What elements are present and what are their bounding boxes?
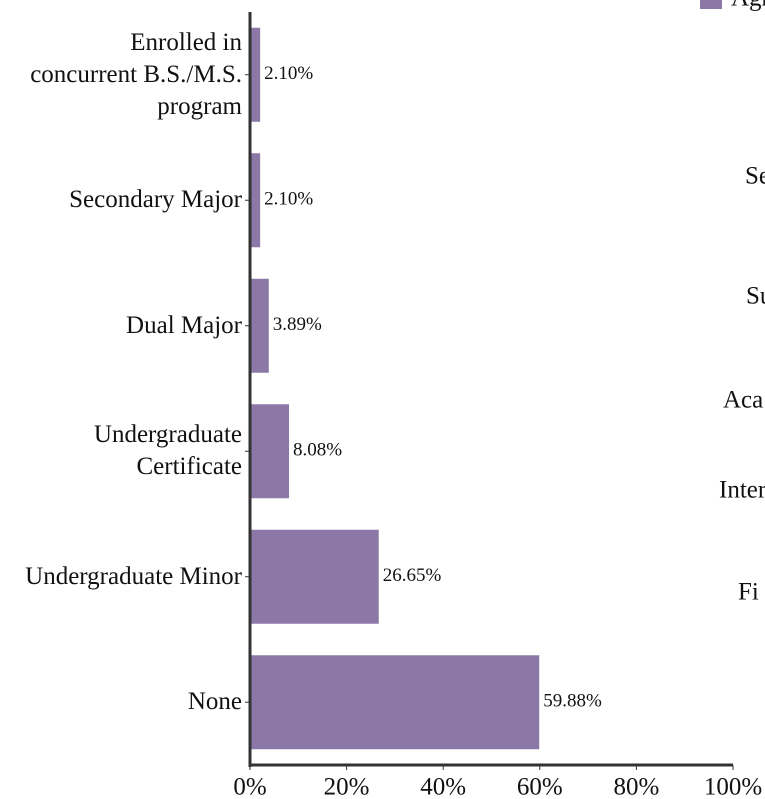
x-tick-label: 80% bbox=[613, 774, 659, 799]
neighbor-label: Se bbox=[745, 163, 765, 190]
neighbor-label: Inter bbox=[719, 477, 765, 504]
bar bbox=[250, 529, 379, 624]
category-label: None bbox=[187, 688, 242, 716]
neighbor-label: Su bbox=[746, 283, 765, 310]
bar bbox=[250, 404, 290, 499]
x-tick-label: 0% bbox=[233, 774, 266, 799]
bar bbox=[250, 153, 261, 248]
bar bbox=[250, 655, 540, 750]
x-tick-label: 100% bbox=[704, 774, 762, 799]
bar bbox=[250, 278, 269, 373]
category-label: Dual Major bbox=[126, 311, 242, 339]
bar bbox=[250, 27, 261, 122]
x-tick-label: 40% bbox=[420, 774, 466, 799]
value-label: 2.10% bbox=[264, 189, 313, 210]
neighbor-label: Aca bbox=[723, 387, 763, 414]
category-label: Secondary Major bbox=[69, 186, 242, 214]
value-label: 59.88% bbox=[543, 691, 602, 712]
neighbor-label: Fi bbox=[738, 579, 759, 606]
legend-swatch bbox=[700, 0, 722, 9]
value-label: 3.89% bbox=[273, 314, 322, 335]
value-label: 2.10% bbox=[264, 63, 313, 84]
category-label: Enrolled in concurrent B.S./M.S. program bbox=[30, 28, 242, 120]
x-tick-label: 20% bbox=[324, 774, 370, 799]
category-label: Undergraduate Certificate bbox=[93, 421, 242, 481]
category-label: Undergraduate Minor bbox=[25, 562, 242, 590]
legend-label: Agr bbox=[731, 0, 765, 12]
value-label: 26.65% bbox=[383, 565, 442, 586]
value-label: 8.08% bbox=[293, 440, 342, 461]
x-tick-label: 60% bbox=[517, 774, 563, 799]
